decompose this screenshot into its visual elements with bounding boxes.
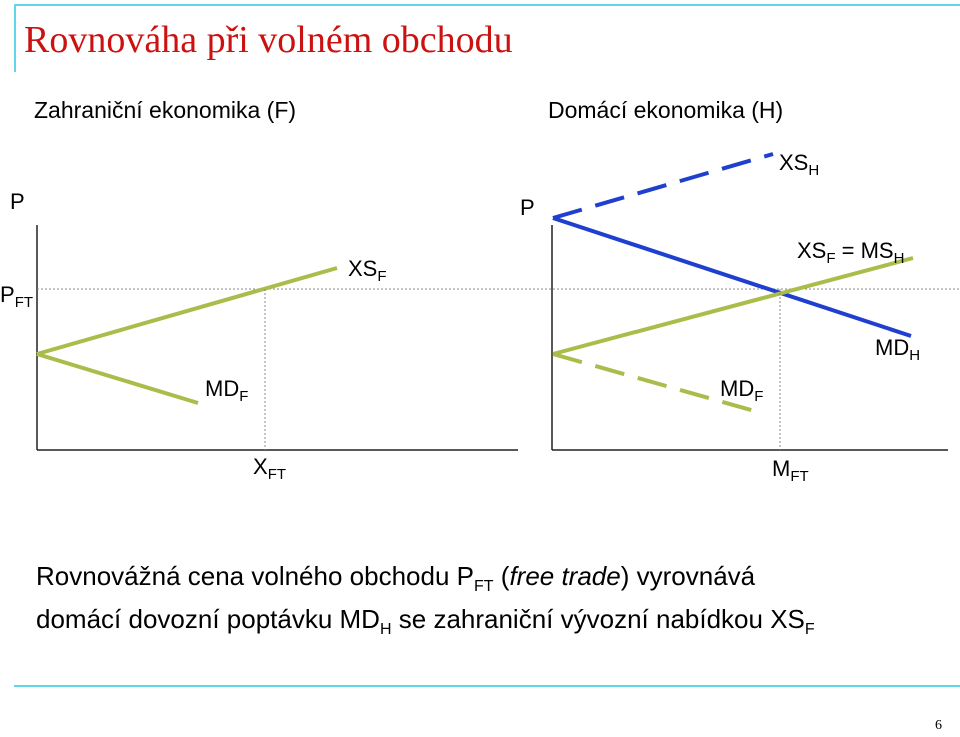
foreign-heading: Zahraniční ekonomika (F) (34, 97, 296, 123)
md-f-curve-home (552, 352, 759, 414)
md-f-label-home: MDF (720, 376, 763, 405)
md-h-curve (552, 216, 912, 338)
md-f-curve-foreign (36, 352, 199, 405)
caption: Rovnovážná cena volného obchodu PFT (fre… (36, 560, 815, 646)
caption-line-1: Rovnovážná cena volného obchodu PFT (fre… (36, 561, 756, 596)
home-heading: Domácí ekonomika (H) (548, 97, 783, 123)
slide-title: Rovnováha při volném obchodu (24, 19, 513, 61)
top-accent-line (14, 4, 960, 6)
price-ft-label: PFT (0, 282, 33, 311)
xs-h-label: XSH (779, 150, 819, 179)
top-left-accent-line (14, 4, 16, 72)
page-number: 6 (935, 718, 942, 733)
xs-f-curve (36, 266, 338, 356)
caption-line-2: domácí dovozní poptávku MDH se zahraničn… (36, 604, 815, 639)
xs-f-ms-h-label: XSF = MSH (797, 238, 904, 267)
xs-h-curve (552, 152, 774, 220)
xs-f-ms-h-curve (552, 256, 914, 356)
m-ft-label: MFT (772, 456, 809, 485)
md-f-label-foreign: MDF (205, 376, 248, 405)
bottom-accent-line (14, 685, 960, 687)
foreign-y-axis-label: P (10, 189, 25, 214)
md-h-label: MDH (875, 335, 920, 364)
home-y-axis-label: P (520, 195, 535, 220)
x-ft-label: XFT (253, 454, 286, 483)
xs-f-label: XSF (348, 256, 387, 285)
